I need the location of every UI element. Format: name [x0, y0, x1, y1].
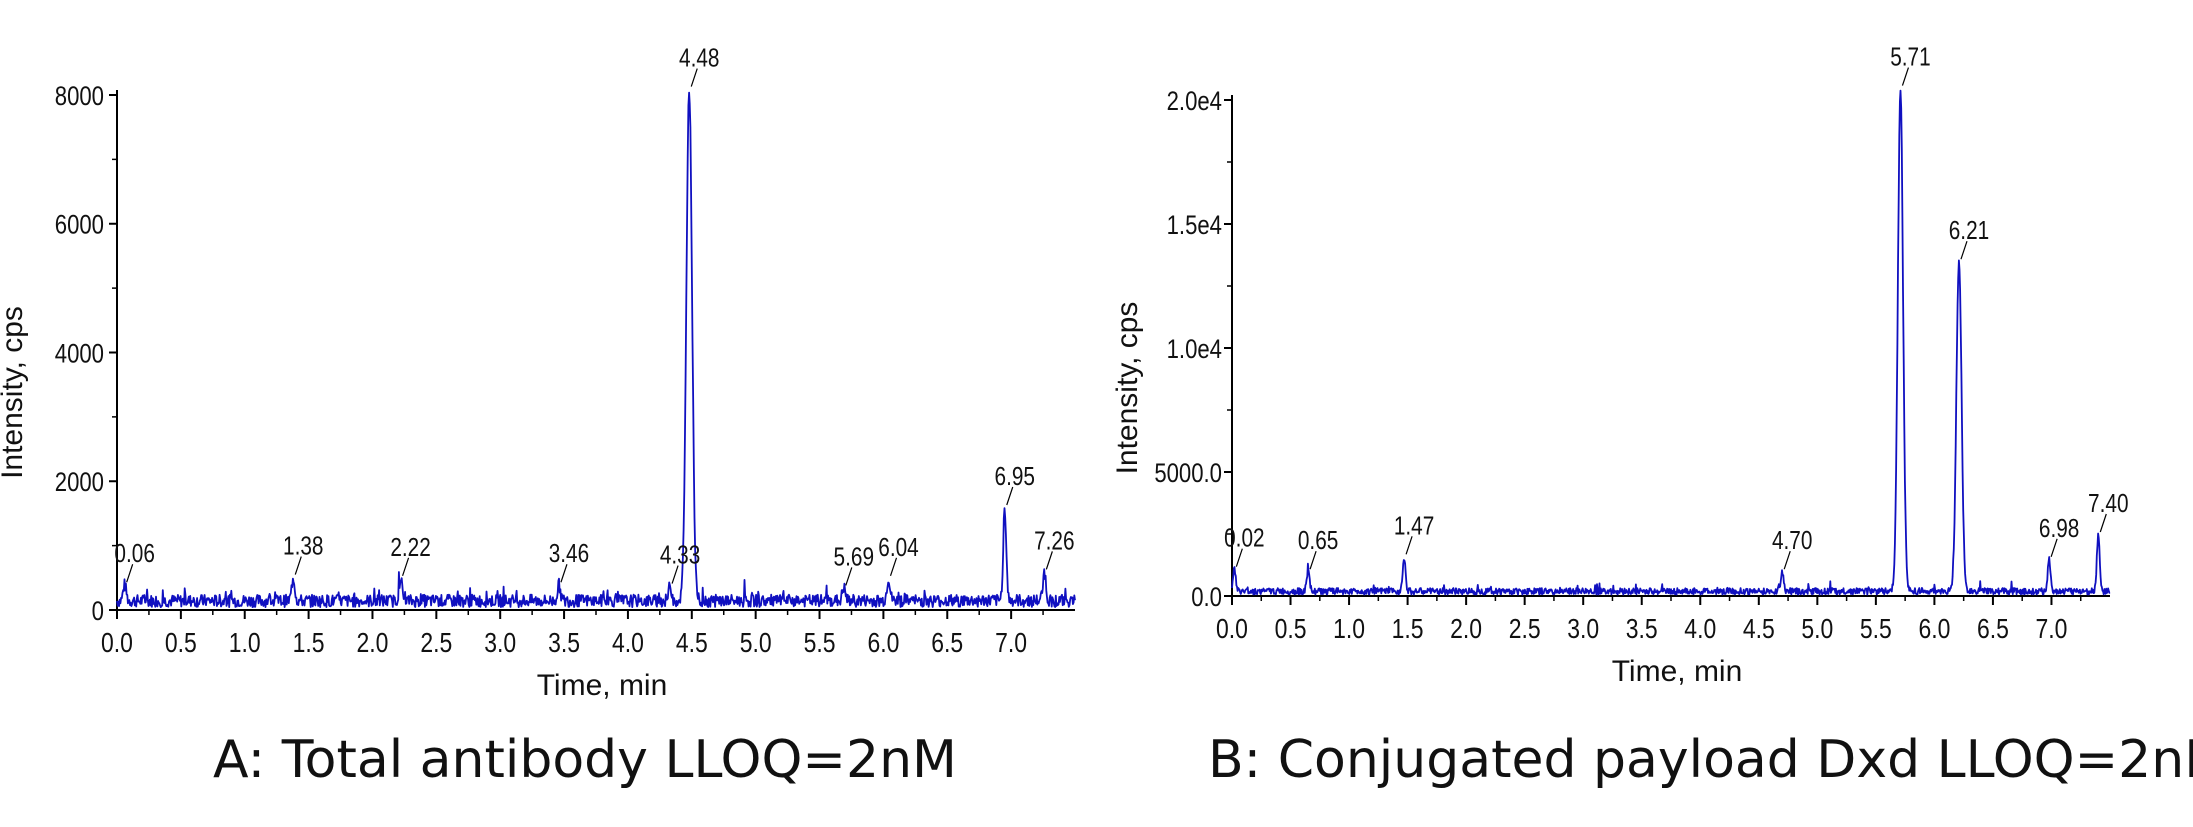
x-tick-label: 0.0	[101, 628, 133, 659]
peak-label: 6.04	[878, 533, 918, 562]
peak-leader-line	[126, 564, 134, 583]
y-tick-label: 1.5e4	[1167, 211, 1222, 241]
peak-leader-line	[1235, 548, 1243, 567]
x-tick-label: 2.0	[357, 628, 389, 659]
x-tick-label: 4.0	[612, 628, 644, 659]
peak-label: 7.26	[1034, 526, 1074, 555]
caption-conjugated-payload: B: Conjugated payload Dxd LLOQ=2nM	[1208, 730, 2193, 790]
caption-total-antibody: A: Total antibody LLOQ=2nM	[213, 730, 957, 790]
y-tick-label: 0.0	[1191, 583, 1222, 613]
x-tick-label: 2.0	[1450, 614, 1482, 645]
x-tick-label: 5.0	[740, 628, 772, 659]
x-tick-label: 6.0	[1918, 614, 1950, 645]
peak-label: 3.46	[549, 539, 589, 568]
peak-label: 6.21	[1949, 216, 1989, 245]
x-tick-label: 6.5	[931, 628, 963, 659]
x-tick-label: 4.5	[676, 628, 708, 659]
y-tick-label: 2000	[55, 468, 104, 498]
y-tick-label: 5000.0	[1154, 459, 1222, 489]
y-tick-label: 8000	[55, 82, 104, 112]
peak-leader-line	[294, 556, 302, 575]
peak-label: 0.06	[114, 539, 154, 568]
x-tick-label: 1.5	[293, 628, 325, 659]
peak-label: 6.98	[2039, 514, 2079, 543]
peak-label: 1.38	[283, 531, 323, 560]
peak-leader-line	[2050, 538, 2058, 557]
peak-leader-line	[1006, 486, 1014, 506]
x-tick-label: 0.0	[1216, 614, 1248, 645]
peak-leader-line	[889, 557, 898, 577]
peak-leader-line	[690, 68, 698, 87]
peak-leader-line	[2099, 513, 2107, 533]
peak-label: 0.02	[1224, 524, 1264, 553]
x-tick-label: 3.0	[484, 628, 516, 659]
chart-conjugated-payload: 0.0 0.5 1.0 1.5 2.0 2.5 3.0 3.5 4.0 4.5 5.0 5.5 6.0 6…	[1111, 42, 2129, 688]
y-tick-label: 6000	[55, 211, 104, 241]
y-axis-label: Intensity, cps	[1111, 302, 1144, 475]
peak-leader-line	[401, 557, 410, 577]
peak-label: 2.22	[390, 533, 430, 562]
x-tick-label: 5.5	[1860, 614, 1892, 645]
peak-leader-line	[845, 567, 853, 586]
x-tick-label: 1.0	[1333, 614, 1365, 645]
x-axis-label: Time, min	[1612, 655, 1743, 688]
peak-label: 4.48	[679, 43, 719, 72]
peak-label: 5.69	[834, 542, 874, 571]
peak-leader-line	[1783, 551, 1791, 570]
peak-leader-line	[1960, 241, 1968, 260]
x-tick-label: 0.5	[1275, 614, 1307, 645]
x-tick-label: 7.0	[2036, 614, 2068, 645]
x-tick-label: 2.5	[1509, 614, 1541, 645]
peak-leader-line	[1309, 551, 1317, 570]
peak-leader-line	[1405, 536, 1413, 555]
x-tick-label: 7.0	[995, 628, 1027, 659]
x-axis-label: Time, min	[537, 669, 668, 702]
chromatogram-trace	[116, 91, 1076, 608]
y-tick-label: 0	[92, 597, 104, 627]
peak-leader-line	[1901, 67, 1910, 86]
peak-leader-line	[560, 564, 568, 583]
chromatogram-trace	[1231, 89, 2111, 596]
x-tick-label: 0.5	[165, 628, 197, 659]
y-tick-label: 4000	[55, 340, 104, 370]
x-tick-label: 4.0	[1684, 614, 1716, 645]
x-tick-label: 3.5	[1626, 614, 1658, 645]
x-tick-label: 1.0	[229, 628, 261, 659]
peak-label: 5.71	[1890, 42, 1930, 71]
peak-label: 0.65	[1298, 526, 1338, 555]
x-tick-label: 3.0	[1567, 614, 1599, 645]
x-tick-label: 6.0	[867, 628, 899, 659]
x-tick-label: 1.5	[1392, 614, 1424, 645]
peak-label: 4.33	[660, 540, 700, 569]
peak-leader-line	[1045, 551, 1053, 570]
x-tick-label: 5.0	[1801, 614, 1833, 645]
chart-total-antibody: 0.0 0.5 1.0 1.5 2.0 2.5 3.0 3.5 4.0 4.5 5.0 5.5 6.0 6…	[0, 43, 1076, 702]
peak-label: 6.95	[995, 462, 1035, 491]
peak-label: 4.70	[1772, 526, 1812, 555]
x-tick-label: 3.5	[548, 628, 580, 659]
y-tick-label: 1.0e4	[1167, 335, 1222, 365]
y-axis-label: Intensity, cps	[0, 306, 29, 479]
y-tick-label: 2.0e4	[1167, 87, 1222, 117]
peak-label: 1.47	[1394, 511, 1434, 540]
x-tick-label: 6.5	[1977, 614, 2009, 645]
peak-label: 7.40	[2088, 489, 2128, 518]
x-tick-label: 5.5	[804, 628, 836, 659]
peak-leader-line	[671, 565, 679, 584]
x-tick-label: 2.5	[420, 628, 452, 659]
x-tick-label: 4.5	[1743, 614, 1775, 645]
